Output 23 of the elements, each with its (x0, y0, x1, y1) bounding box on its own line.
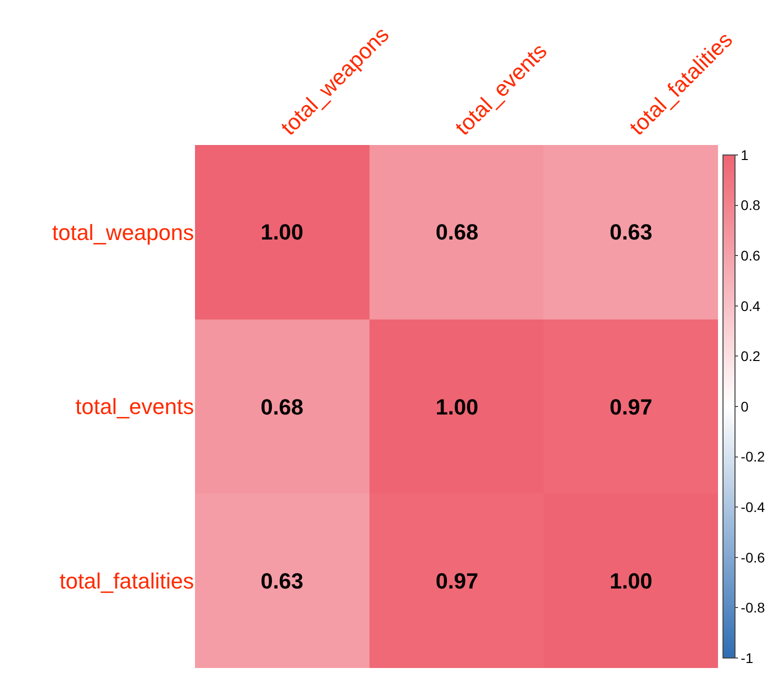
data-label: 1.00 (260, 220, 304, 245)
color-bar-label: -1 (740, 650, 754, 666)
data-label: 0.63 (610, 220, 652, 245)
color-bar-label: 0 (740, 398, 749, 414)
color-bar-label: -0.6 (740, 549, 766, 566)
data-label: 0.97 (610, 394, 652, 420)
color-bar-label: 0.2 (740, 348, 760, 364)
y-tick-label: total_weapons (52, 220, 194, 245)
data-label: 0.63 (260, 568, 304, 594)
data-label: 0.68 (436, 220, 478, 245)
data-label: 1.00 (610, 568, 652, 594)
color-bar-label: -0.8 (740, 600, 766, 616)
data-label: 0.68 (260, 394, 304, 420)
y-tick-label: total_events (75, 394, 194, 420)
color-bar-label: 0.4 (740, 298, 760, 314)
color-bar-label: 0.6 (740, 248, 760, 264)
color-bar-label: 1 (740, 146, 749, 163)
y-tick-label: total_fatalities (59, 568, 194, 594)
color-bar-label: -0.4 (740, 499, 766, 515)
color-bar-label: -0.2 (740, 448, 766, 465)
data-label: 0.97 (436, 568, 478, 594)
data-label: 1.00 (436, 394, 478, 420)
color-bar-label: 0.8 (740, 197, 760, 214)
